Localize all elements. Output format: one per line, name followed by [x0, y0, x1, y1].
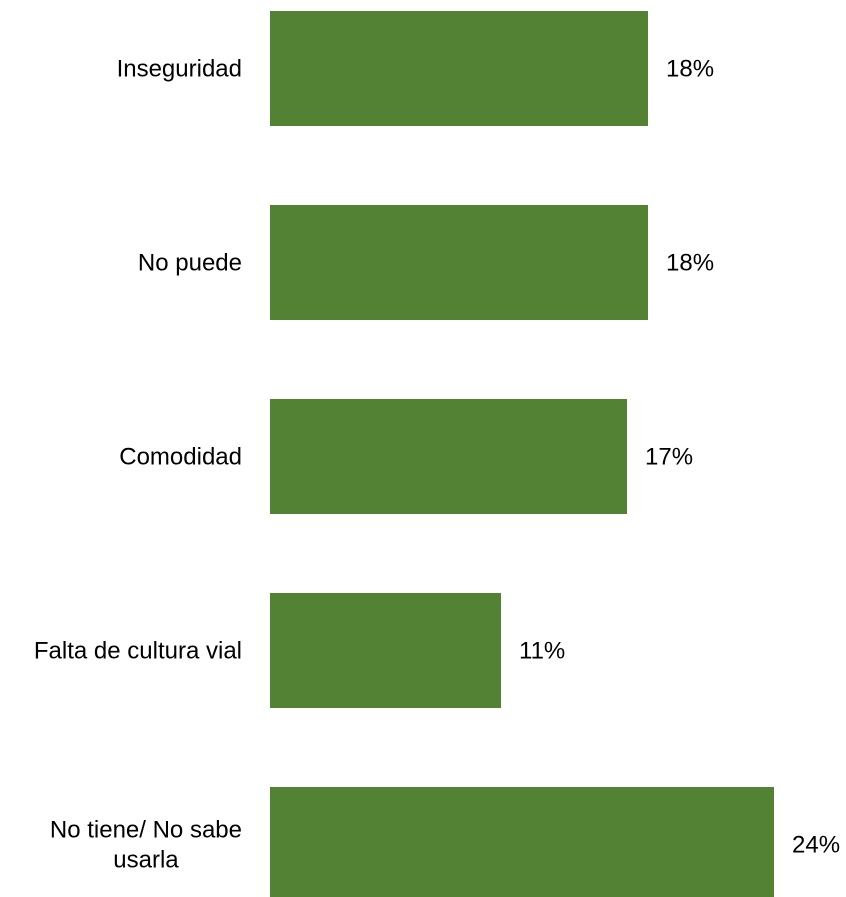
category-label-4: No tiene/ No sabe usarla — [50, 817, 242, 874]
bars-layer — [270, 11, 774, 897]
bar-4 — [270, 787, 774, 897]
value-label-4: 24% — [792, 832, 840, 859]
value-labels: 18% 18% 17% 11% 24% — [519, 56, 840, 859]
category-labels: Inseguridad No puede Comodidad Falta de cul… — [34, 56, 242, 874]
value-label-0: 18% — [666, 56, 714, 83]
bar-1 — [270, 205, 648, 320]
bar-0 — [270, 11, 648, 126]
value-label-3: 11% — [519, 638, 565, 665]
value-label-1: 18% — [666, 250, 714, 277]
category-label-1: No puede — [138, 250, 242, 277]
category-label-0: Inseguridad — [117, 56, 242, 83]
value-label-2: 17% — [645, 444, 693, 471]
bar-2 — [270, 399, 627, 514]
bar-3 — [270, 593, 501, 708]
category-label-2: Comodidad — [119, 444, 242, 471]
category-label-3: Falta de cultura vial — [34, 638, 242, 665]
